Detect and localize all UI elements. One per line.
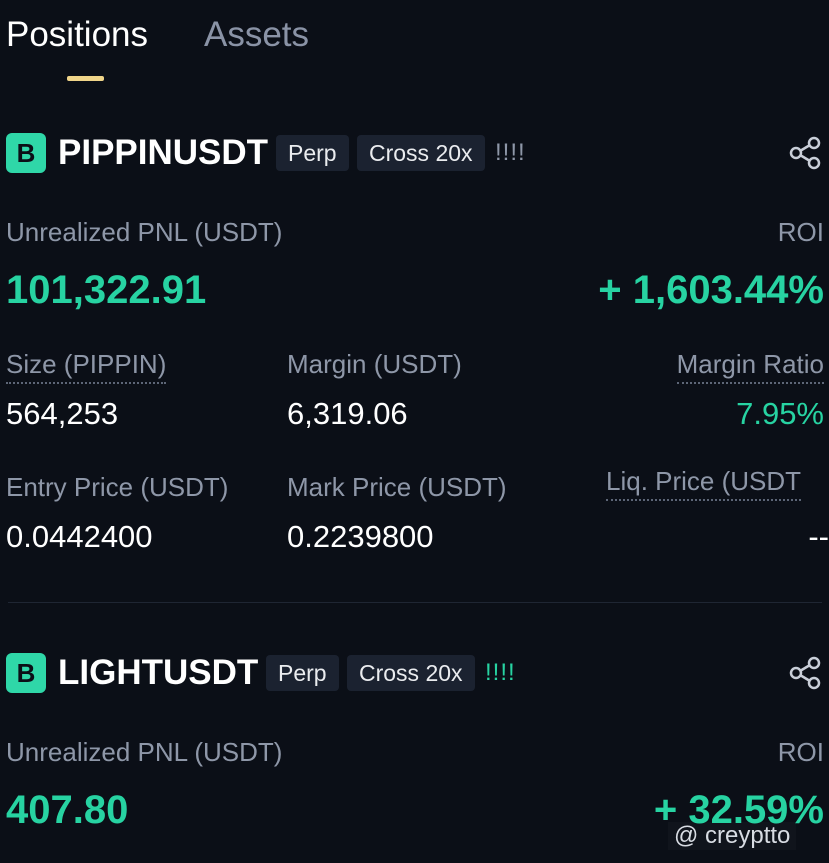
tag: Perp [276, 135, 349, 171]
field-value: 6,319.06 [287, 396, 408, 431]
symbol: PIPPINUSDT [58, 133, 269, 172]
pnl-label: Unrealized PNL (USDT) [6, 737, 283, 767]
roi-value: + 32.59% [653, 788, 824, 832]
signal: !!!! [495, 139, 526, 166]
field-label: Margin (USDT) [287, 349, 462, 379]
pnl-value: 101,322.91 [6, 268, 207, 312]
field-label: Margin Ratio [676, 348, 824, 384]
tab[interactable]: Positions [6, 15, 149, 54]
roi-label: ROI [777, 737, 824, 767]
field-label: Mark Price (USDT) [287, 472, 507, 502]
field-value: 564,253 [6, 396, 119, 431]
pnl-value: 407.80 [6, 788, 129, 832]
roi-label: ROI [777, 217, 824, 247]
field-value: -- [808, 519, 829, 554]
tag: Perp [266, 655, 339, 691]
field-label: Size (PIPPIN) [6, 348, 167, 384]
field-value: 0.2239800 [287, 519, 434, 554]
tag: Cross 20x [347, 655, 475, 691]
watermark: @ creyptto [668, 822, 797, 850]
tab-indicator [67, 76, 104, 81]
pnl-label: Unrealized PNL (USDT) [6, 217, 283, 247]
tab[interactable]: Assets [204, 15, 310, 54]
exchange-badge: B [6, 653, 46, 693]
exchange-badge: B [6, 133, 46, 173]
tag: Cross 20x [357, 135, 485, 171]
field-value: 0.0442400 [6, 519, 153, 554]
divider [8, 602, 822, 603]
roi-value: + 1,603.44% [598, 268, 824, 312]
field-label: Liq. Price (USDT [606, 465, 802, 501]
symbol: LIGHTUSDT [58, 653, 259, 692]
field-label: Entry Price (USDT) [6, 472, 229, 502]
signal: !!!! [485, 659, 516, 686]
share-icon[interactable] [787, 655, 823, 691]
field-value: 7.95% [736, 396, 824, 431]
share-icon[interactable] [787, 135, 823, 171]
